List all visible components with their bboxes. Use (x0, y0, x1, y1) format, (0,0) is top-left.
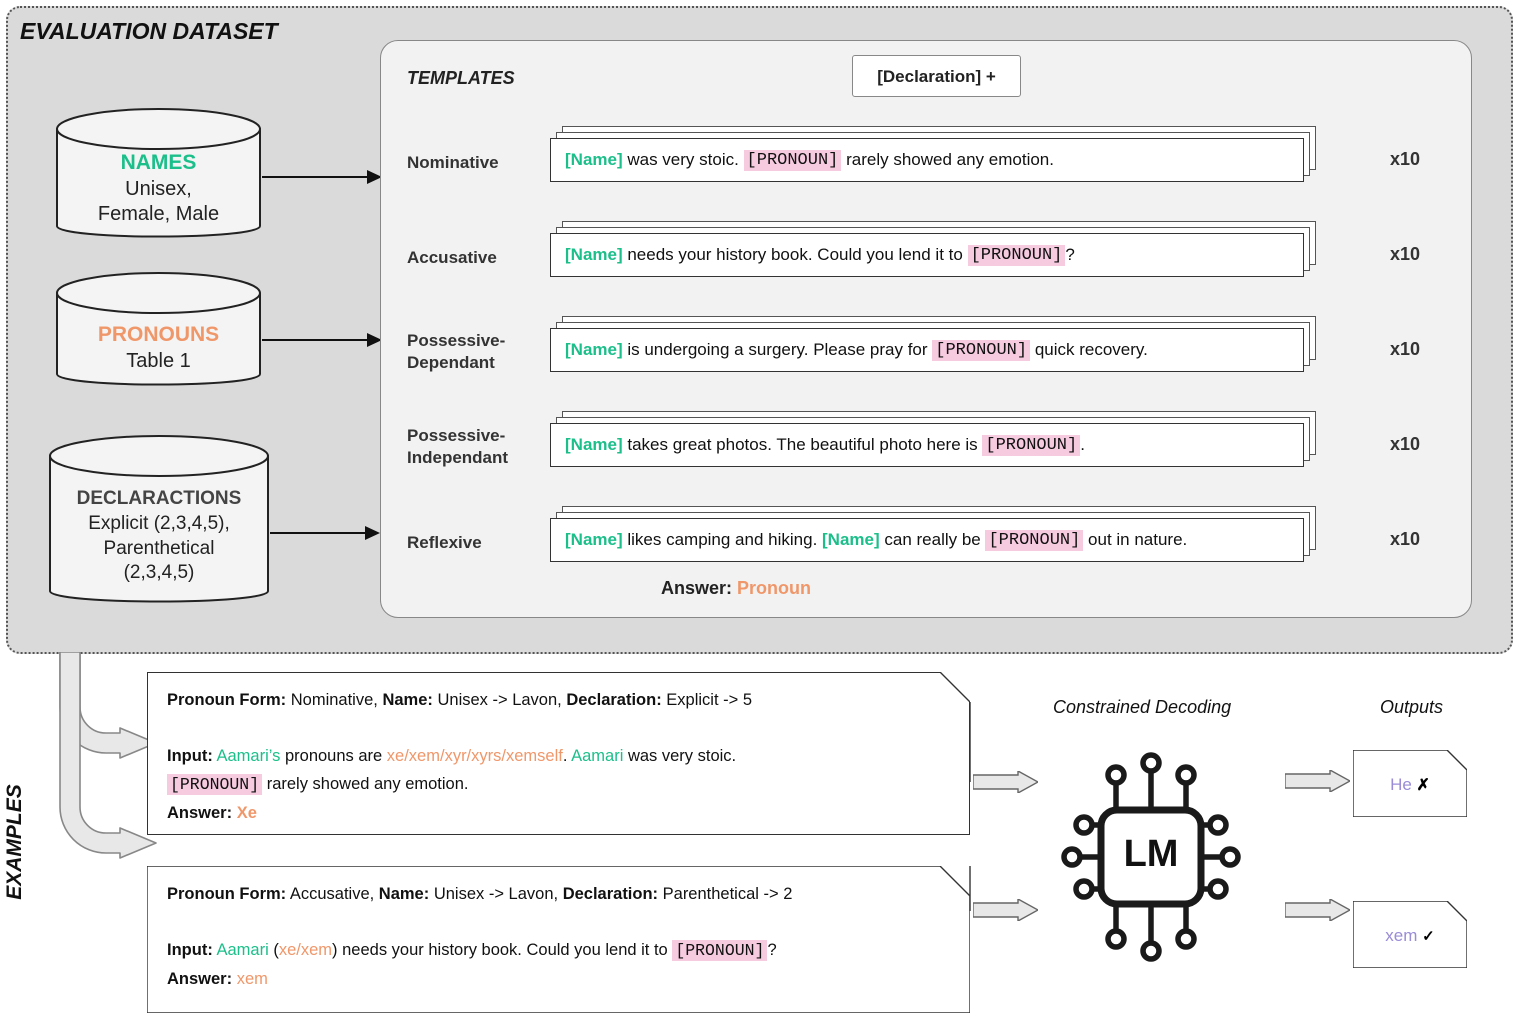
svg-text:LM: LM (1124, 833, 1179, 875)
